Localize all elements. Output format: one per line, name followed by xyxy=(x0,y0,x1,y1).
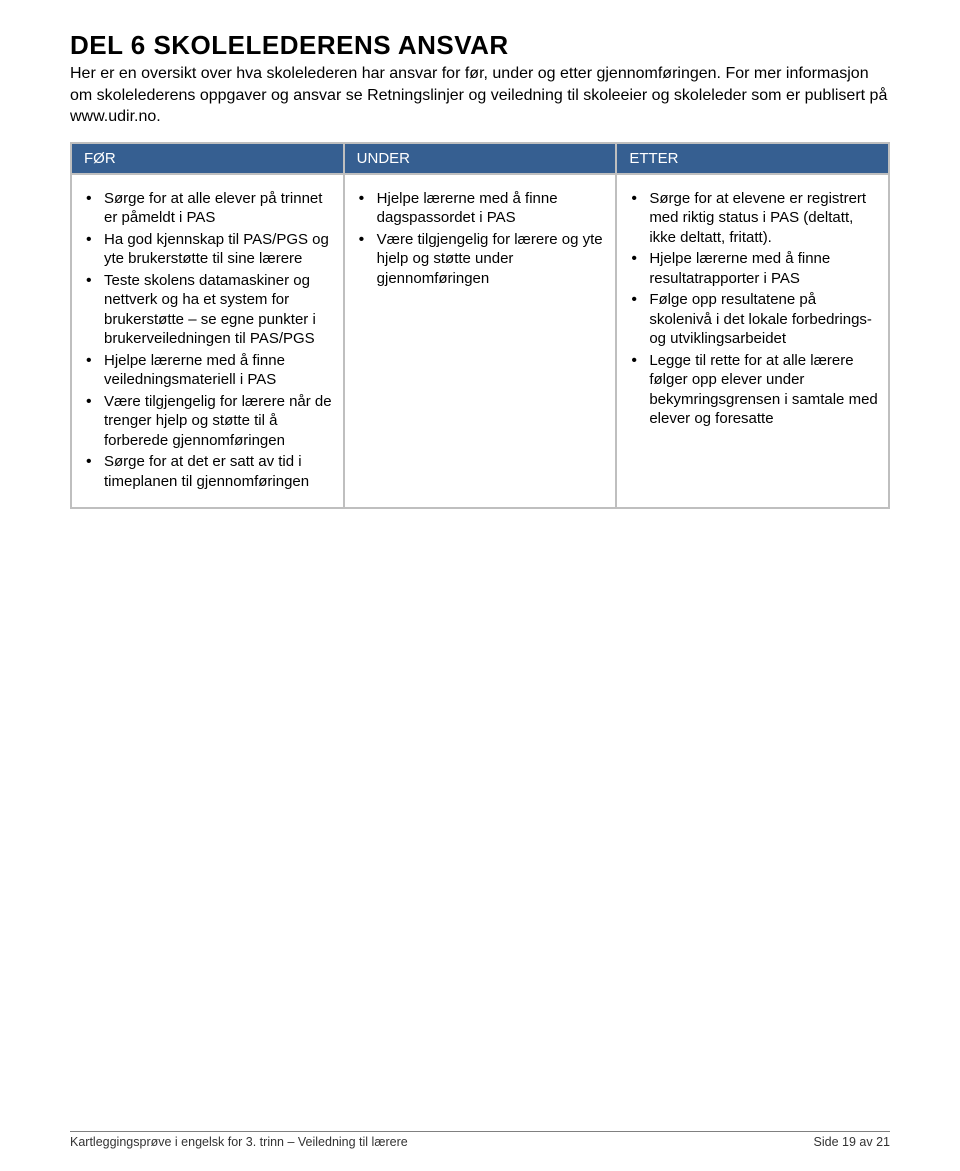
table-header-row: FØR UNDER ETTER xyxy=(71,143,889,174)
list-item: Hjelpe lærerne med å finne resultatrappo… xyxy=(631,249,878,288)
responsibility-table: FØR UNDER ETTER Sørge for at alle elever… xyxy=(70,142,890,510)
list-item: Sørge for at elevene er registrert med r… xyxy=(631,189,878,248)
list-item: Være tilgjengelig for lærere når de tren… xyxy=(86,392,333,451)
list-item: Sørge for at det er satt av tid i timepl… xyxy=(86,452,333,491)
before-list: Sørge for at alle elever på trinnet er p… xyxy=(80,189,333,492)
page-title: DEL 6 SKOLELEDERENS ANSVAR xyxy=(70,30,890,61)
document-page: DEL 6 SKOLELEDERENS ANSVAR Her er en ove… xyxy=(0,0,960,1171)
col-header-before: FØR xyxy=(71,143,344,174)
footer-left: Kartleggingsprøve i engelsk for 3. trinn… xyxy=(70,1135,408,1149)
list-item: Teste skolens datamaskiner og nettverk o… xyxy=(86,271,333,349)
footer-right: Side 19 av 21 xyxy=(814,1135,890,1149)
col-header-after: ETTER xyxy=(616,143,889,174)
table-row: Sørge for at alle elever på trinnet er p… xyxy=(71,174,889,509)
list-item: Sørge for at alle elever på trinnet er p… xyxy=(86,189,333,228)
during-list: Hjelpe lærerne med å finne dagspassordet… xyxy=(353,189,606,289)
cell-during: Hjelpe lærerne med å finne dagspassordet… xyxy=(344,174,617,509)
intro-paragraph: Her er en oversikt over hva skolelederen… xyxy=(70,63,890,128)
list-item: Ha god kjennskap til PAS/PGS og yte bruk… xyxy=(86,230,333,269)
list-item: Hjelpe lærerne med å finne dagspassordet… xyxy=(359,189,606,228)
col-header-during: UNDER xyxy=(344,143,617,174)
cell-before: Sørge for at alle elever på trinnet er p… xyxy=(71,174,344,509)
after-list: Sørge for at elevene er registrert med r… xyxy=(625,189,878,429)
list-item: Hjelpe lærerne med å finne veiledningsma… xyxy=(86,351,333,390)
cell-after: Sørge for at elevene er registrert med r… xyxy=(616,174,889,509)
list-item: Følge opp resultatene på skolenivå i det… xyxy=(631,290,878,349)
list-item: Være tilgjengelig for lærere og yte hjel… xyxy=(359,230,606,289)
page-footer: Kartleggingsprøve i engelsk for 3. trinn… xyxy=(70,1131,890,1149)
list-item: Legge til rette for at alle lærere følge… xyxy=(631,351,878,429)
